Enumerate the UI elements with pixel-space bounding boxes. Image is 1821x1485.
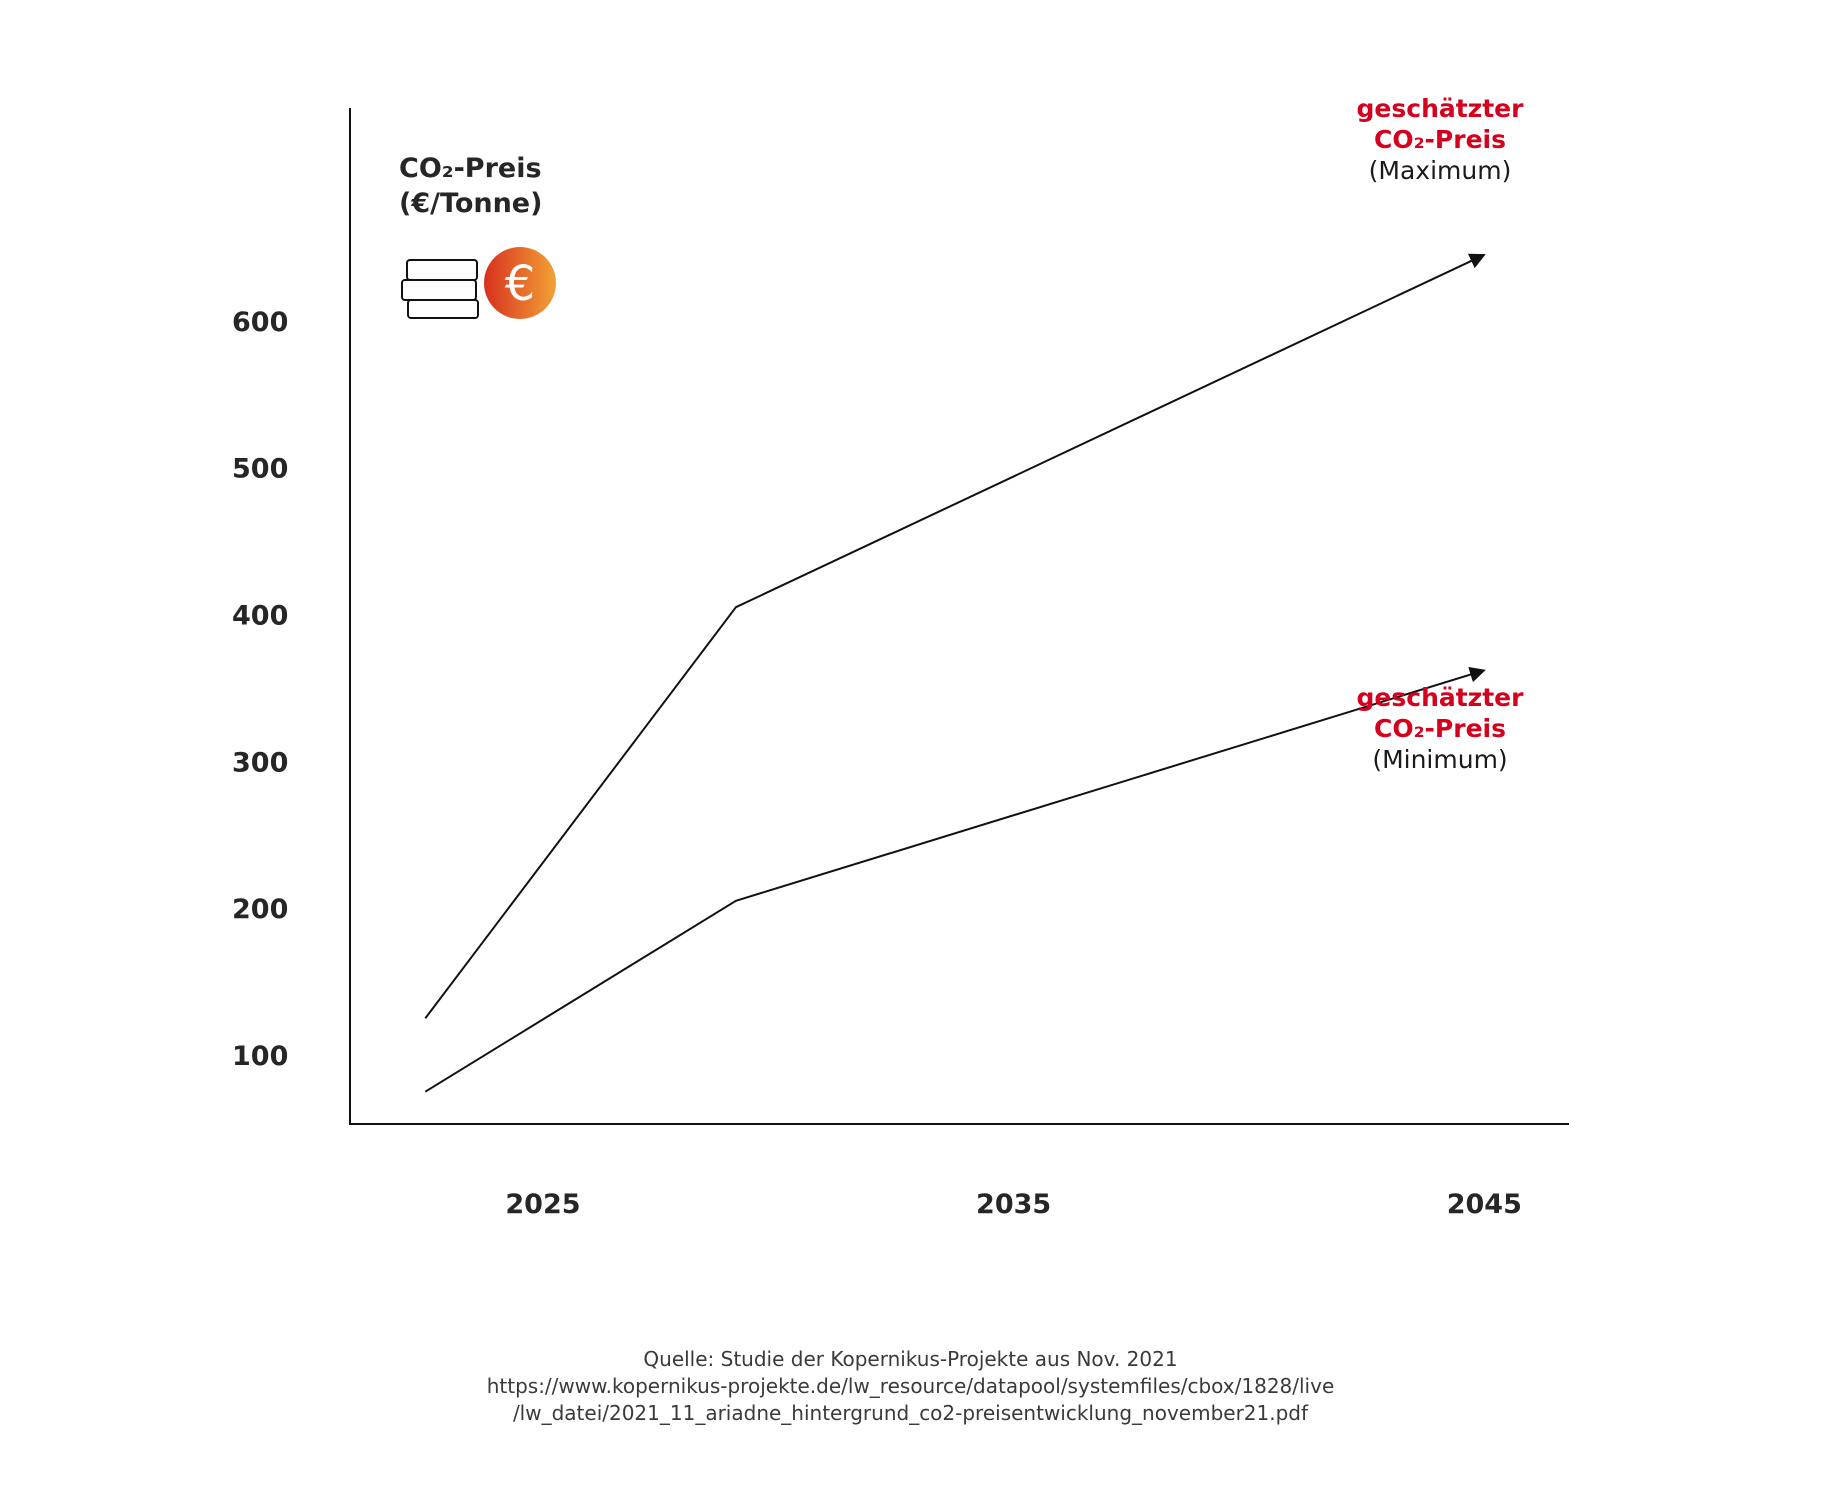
annotation-min-line2: CO₂-Preis — [1374, 714, 1506, 743]
x-tick-label: 2035 — [976, 1189, 1051, 1220]
euro-coin — [484, 247, 556, 319]
annotation-max-line3: (Maximum) — [1369, 156, 1512, 185]
y-tick-labels: 100 200 300 400 500 600 — [232, 307, 288, 1072]
source-url-line2: /lw_datei/2021_11_ariadne_hintergrund_co… — [512, 1401, 1309, 1425]
source-note: Quelle: Studie der Kopernikus-Projekte a… — [0, 1346, 1821, 1427]
annotation-maximum: geschätzter CO₂-Preis (Maximum) — [1357, 94, 1525, 185]
source-url-line1: https://www.kopernikus-projekte.de/lw_re… — [486, 1374, 1335, 1398]
euro-symbol: € — [505, 256, 536, 312]
coins-euro-icon: € — [401, 247, 556, 319]
y-tick-label: 400 — [232, 601, 288, 632]
series-line-max — [424, 253, 1486, 1019]
y-tick-label: 300 — [232, 747, 288, 778]
source-line1: Quelle: Studie der Kopernikus-Projekte a… — [643, 1347, 1178, 1371]
y-tick-label: 600 — [232, 307, 288, 338]
annotation-min-line1: geschätzter — [1357, 683, 1525, 712]
y-axis-unit-line2: (€/Tonne) — [399, 188, 542, 219]
x-tick-labels: 2025 2035 2045 — [505, 1189, 1521, 1220]
series-line-min — [424, 666, 1486, 1093]
x-tick-label: 2025 — [505, 1189, 580, 1220]
series-lines — [424, 253, 1486, 1093]
y-axis-unit-line1: CO₂-Preis — [399, 153, 542, 184]
annotation-minimum: geschätzter CO₂-Preis (Minimum) — [1357, 683, 1525, 774]
y-tick-label: 100 — [232, 1041, 288, 1072]
coin-stack-top — [406, 259, 478, 281]
annotation-max-line2: CO₂-Preis — [1374, 125, 1506, 154]
annotation-max-line1: geschätzter — [1357, 94, 1525, 123]
coin-stack-middle — [401, 279, 477, 301]
y-tick-label: 200 — [232, 894, 288, 925]
x-tick-label: 2045 — [1447, 1189, 1522, 1220]
y-tick-label: 500 — [232, 454, 288, 485]
coin-stack-bottom — [407, 299, 479, 319]
annotation-min-line3: (Minimum) — [1372, 745, 1507, 774]
